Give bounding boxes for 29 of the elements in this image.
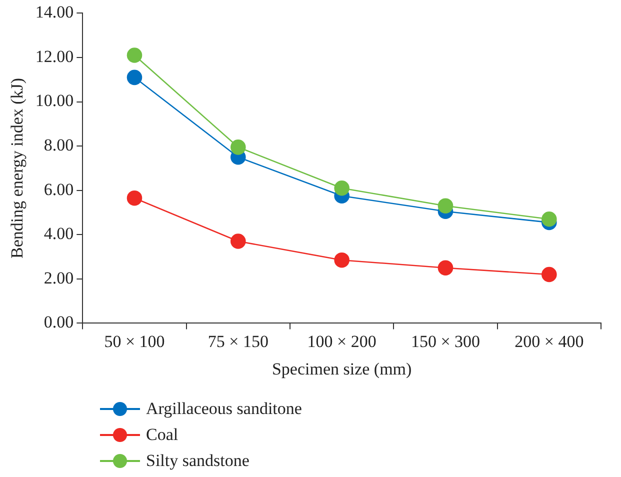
x-tick-label: 50 × 100: [104, 332, 165, 351]
y-tick-label: 12.00: [35, 46, 74, 66]
y-tick-label: 8.00: [44, 136, 74, 155]
x-tick-label: 200 × 400: [514, 332, 584, 351]
x-tick-label: 100 × 200: [307, 332, 376, 351]
point: [230, 234, 246, 249]
point: [438, 260, 454, 276]
point: [334, 252, 350, 268]
y-tick-label: 2.00: [44, 268, 74, 288]
y-tick-label: 4.00: [44, 224, 74, 244]
y-tick-label: 14.00: [35, 2, 74, 22]
legend-label: Argillaceous sanditone: [146, 399, 302, 419]
point: [334, 180, 350, 196]
point: [126, 70, 142, 86]
y-tick-label: 0.00: [44, 312, 74, 332]
x-tick-label: 75 × 150: [208, 332, 268, 351]
y-tick-label: 10.00: [35, 91, 74, 110]
y-tick-label: 6.00: [44, 180, 74, 199]
point: [542, 211, 557, 227]
legend-label: Silty sandstone: [146, 451, 250, 471]
point: [542, 266, 557, 282]
x-tick-label: 150 × 300: [410, 332, 480, 351]
point: [438, 198, 454, 214]
x-axis-title: Specimen size (mm): [272, 359, 412, 378]
y-axis-title: Bending energy index (kJ): [8, 78, 27, 258]
point: [126, 48, 142, 63]
point: [126, 190, 142, 206]
point: [230, 140, 246, 155]
legend-label: Coal: [146, 425, 178, 445]
